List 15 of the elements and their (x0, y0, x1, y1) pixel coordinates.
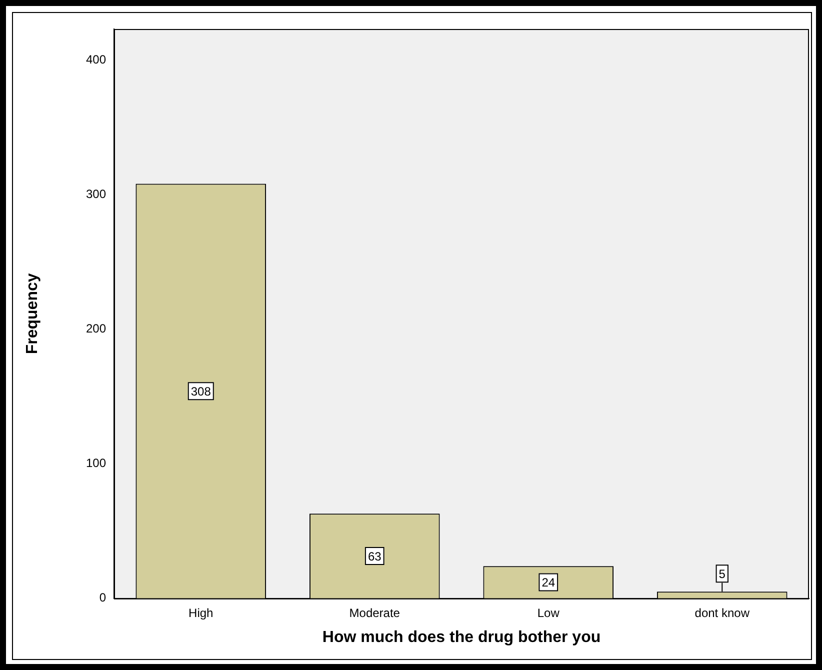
data-label: 63 (368, 549, 382, 564)
y-tick-label: 300 (86, 186, 106, 201)
x-tick-label: dont know (694, 606, 750, 620)
x-tick-label: Moderate (349, 606, 400, 620)
y-tick-label: 400 (86, 52, 106, 66)
y-tick-label: 200 (86, 321, 106, 336)
data-label: 5 (718, 566, 726, 581)
x-axis-title: How much does the drug bother you (322, 628, 601, 646)
x-tick-label: High (188, 606, 214, 620)
y-tick-label: 100 (86, 456, 106, 470)
y-axis-title: Frequency (24, 273, 42, 354)
y-tick-label: 0 (99, 590, 106, 605)
x-tick-label: Low (537, 606, 560, 620)
data-label: 308 (190, 384, 212, 398)
data-label: 24 (542, 576, 556, 590)
